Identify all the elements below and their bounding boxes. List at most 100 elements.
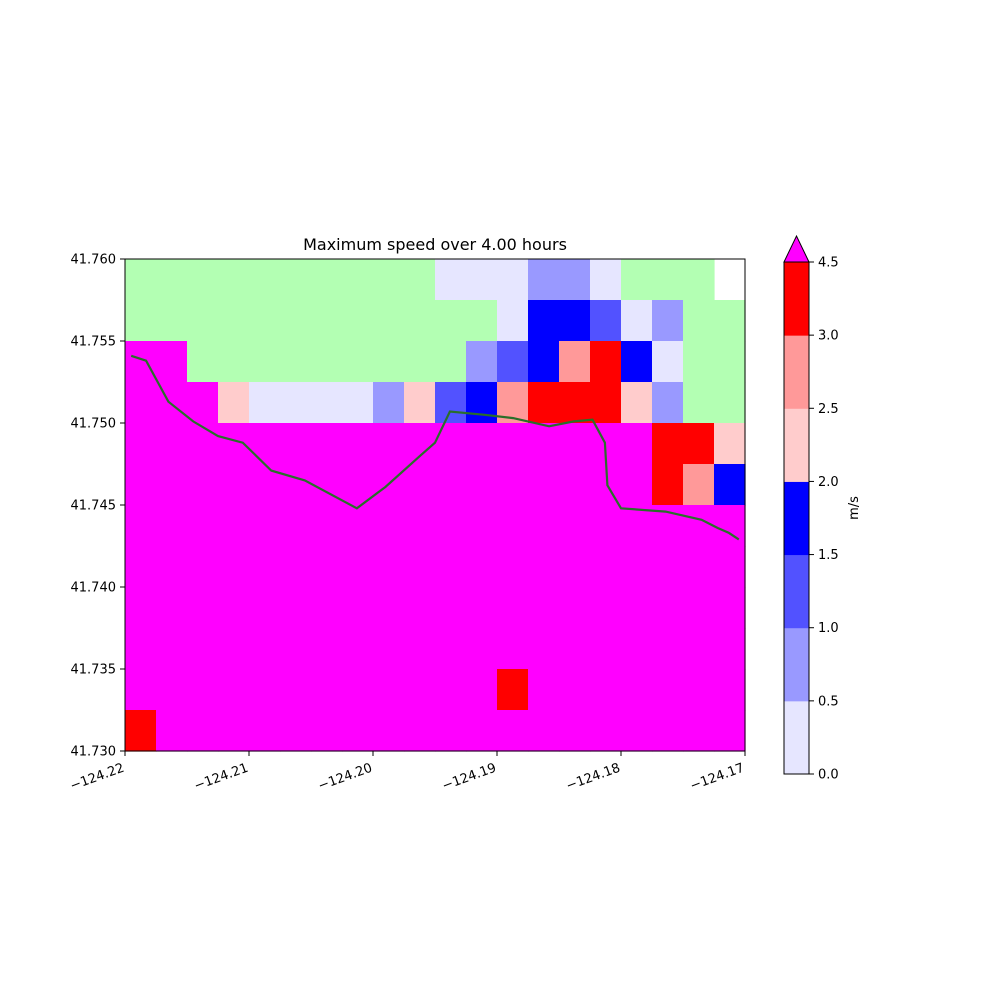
heatmap-cell <box>435 341 467 383</box>
heatmap-cell <box>249 464 281 506</box>
heatmap-cell <box>435 587 467 629</box>
heatmap-cell <box>714 505 746 547</box>
heatmap-cell <box>714 710 746 752</box>
heatmap-cell <box>311 341 343 383</box>
heatmap-cell <box>280 300 312 342</box>
heatmap-cell <box>714 669 746 711</box>
heatmap-cell <box>528 505 560 547</box>
heatmap-cell <box>528 300 560 342</box>
heatmap-cell <box>497 300 529 342</box>
heatmap-cell <box>404 546 436 588</box>
coastline <box>130 354 740 541</box>
heatmap-cell <box>311 710 343 752</box>
heatmap-cell <box>559 300 591 342</box>
heatmap-cell <box>249 628 281 670</box>
heatmap-cell <box>528 587 560 629</box>
heatmap-cell <box>714 587 746 629</box>
colorbar-tick-label: 0.5 <box>818 694 839 709</box>
heatmap-cell <box>342 669 374 711</box>
heatmap-cell <box>373 259 405 301</box>
heatmap-cell <box>311 423 343 465</box>
heatmap-cell <box>621 464 653 506</box>
heatmap-cell <box>280 423 312 465</box>
heatmap-cell <box>652 669 684 711</box>
heatmap-cell <box>466 300 498 342</box>
heatmap-cell <box>125 464 157 506</box>
heatmap-cell <box>373 423 405 465</box>
heatmap-cell <box>373 505 405 547</box>
heatmap-cell <box>435 710 467 752</box>
heatmap-cell <box>373 587 405 629</box>
heatmap-cell <box>342 505 374 547</box>
heatmap-cell <box>342 546 374 588</box>
heatmap-cell <box>218 464 250 506</box>
heatmap-cell <box>466 587 498 629</box>
heatmap-cell <box>683 382 715 424</box>
heatmap-cell <box>280 341 312 383</box>
heatmap-cell <box>404 587 436 629</box>
heatmap-cell <box>621 259 653 301</box>
heatmap-cell <box>621 505 653 547</box>
heatmap-cell <box>280 546 312 588</box>
heatmap-cell <box>621 628 653 670</box>
heatmap-cell <box>497 710 529 752</box>
colorbar-segment <box>784 700 809 775</box>
heatmap-cell <box>218 259 250 301</box>
coastline-line <box>130 354 740 541</box>
heatmap-cell <box>342 341 374 383</box>
y-tick-label: 41.745 <box>71 499 117 514</box>
heatmap-cell <box>559 341 591 383</box>
heatmap-cell <box>156 464 188 506</box>
heatmap-cell <box>404 669 436 711</box>
heatmap-cell <box>249 505 281 547</box>
heatmap-cell <box>404 628 436 670</box>
heatmap-cell <box>156 587 188 629</box>
heatmap-cell <box>590 710 622 752</box>
heatmap-cell <box>125 628 157 670</box>
heatmap-cell <box>559 628 591 670</box>
heatmap-cell <box>280 382 312 424</box>
heatmap-cell <box>466 505 498 547</box>
heatmap-cell <box>187 464 219 506</box>
colorbar-tick-label: 3.0 <box>818 329 839 344</box>
heatmap-cell <box>621 669 653 711</box>
heatmap-cell <box>652 259 684 301</box>
heatmap-cell <box>373 669 405 711</box>
heatmap-cell <box>466 546 498 588</box>
heatmap-cell <box>156 259 188 301</box>
heatmap-cell <box>435 423 467 465</box>
colorbar-segment <box>784 408 809 482</box>
heatmap-cell <box>559 259 591 301</box>
heatmap-cell <box>621 710 653 752</box>
heatmap-cell <box>249 423 281 465</box>
heatmap-cell <box>125 423 157 465</box>
heatmap-cell <box>528 464 560 506</box>
heatmap-cell <box>652 628 684 670</box>
heatmap-cell <box>218 628 250 670</box>
heatmap-cell <box>652 423 684 465</box>
heatmap-cell <box>466 710 498 752</box>
heatmap-cell <box>218 710 250 752</box>
heatmap-cell <box>249 669 281 711</box>
heatmap-cell <box>125 300 157 342</box>
heatmap-cell <box>590 628 622 670</box>
heatmap-cell <box>466 382 498 424</box>
heatmap-cells <box>125 259 746 752</box>
heatmap-cell <box>559 587 591 629</box>
heatmap-cell <box>342 423 374 465</box>
heatmap-cell <box>466 628 498 670</box>
chart-title: Maximum speed over 4.00 hours <box>303 235 567 254</box>
heatmap-cell <box>528 546 560 588</box>
heatmap-cell <box>435 505 467 547</box>
heatmap-cell <box>187 710 219 752</box>
heatmap-cell <box>621 382 653 424</box>
heatmap-cell <box>156 341 188 383</box>
heatmap-cell <box>528 341 560 383</box>
heatmap-cell <box>125 259 157 301</box>
heatmap-cell <box>683 628 715 670</box>
heatmap-cell <box>249 710 281 752</box>
heatmap-cell <box>280 587 312 629</box>
heatmap-cell <box>466 259 498 301</box>
heatmap-cell <box>187 546 219 588</box>
